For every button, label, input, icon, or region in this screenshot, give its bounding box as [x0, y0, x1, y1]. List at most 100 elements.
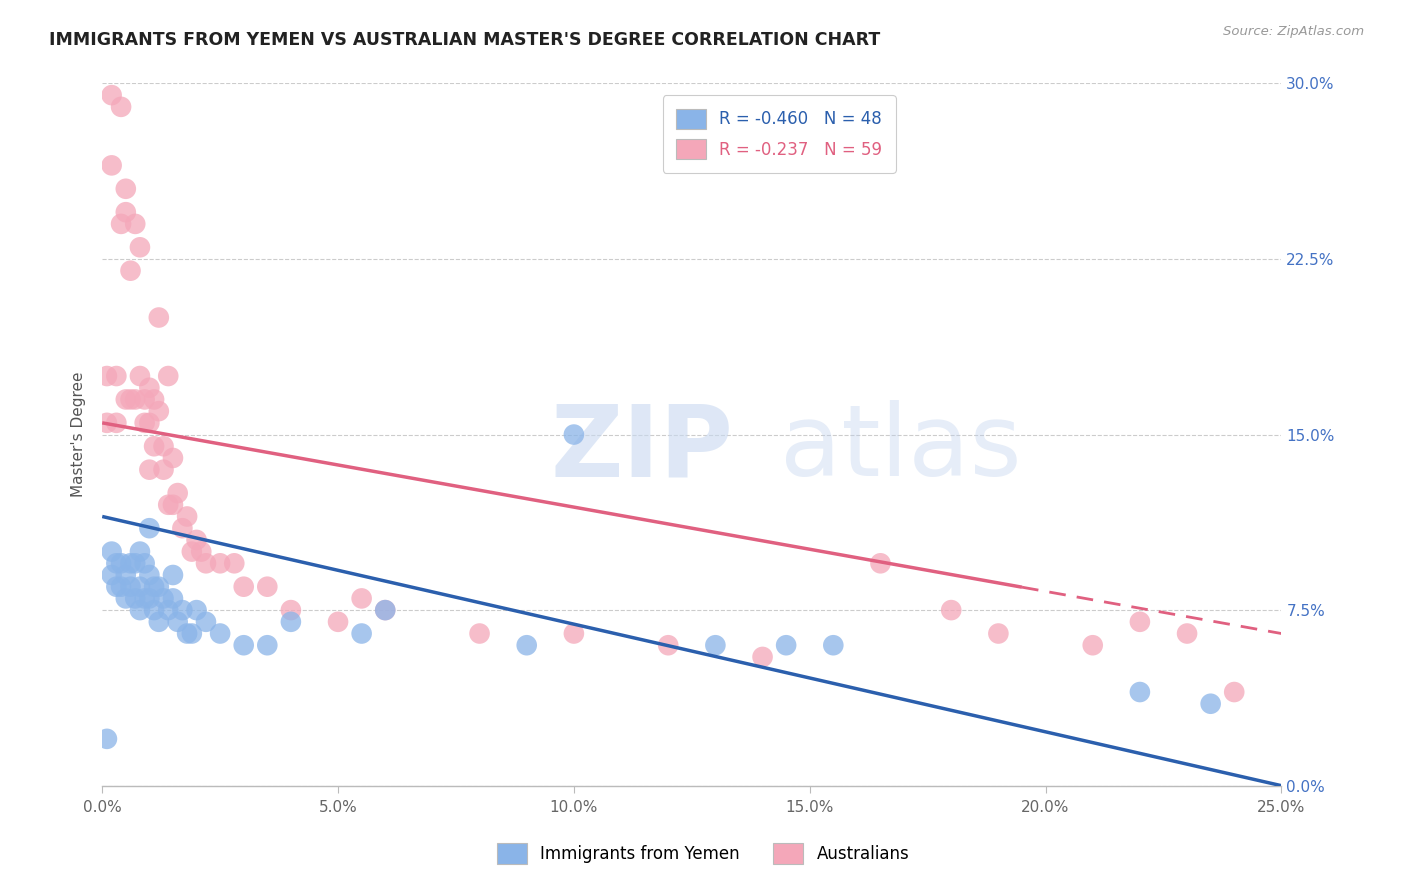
Point — [124, 392, 146, 407]
Point — [100, 544, 122, 558]
Point — [823, 638, 845, 652]
Point — [129, 603, 152, 617]
Point — [96, 369, 118, 384]
Point — [110, 556, 132, 570]
Point — [100, 568, 122, 582]
Point — [124, 556, 146, 570]
Point — [157, 498, 180, 512]
Point — [120, 580, 142, 594]
Point — [350, 591, 373, 606]
Text: ZIP: ZIP — [550, 401, 733, 497]
Point — [1081, 638, 1104, 652]
Point — [224, 556, 246, 570]
Point — [1199, 697, 1222, 711]
Point — [562, 626, 585, 640]
Point — [129, 240, 152, 254]
Point — [180, 626, 202, 640]
Point — [105, 580, 128, 594]
Point — [562, 427, 585, 442]
Point — [987, 626, 1010, 640]
Point — [105, 369, 128, 384]
Legend: Immigrants from Yemen, Australians: Immigrants from Yemen, Australians — [491, 837, 915, 871]
Point — [176, 509, 198, 524]
Point — [110, 217, 132, 231]
Point — [138, 463, 160, 477]
Point — [704, 638, 727, 652]
Point — [374, 603, 396, 617]
Point — [110, 100, 132, 114]
Point — [138, 521, 160, 535]
Point — [232, 580, 254, 594]
Point — [162, 450, 184, 465]
Point — [114, 182, 136, 196]
Point — [162, 591, 184, 606]
Point — [143, 580, 166, 594]
Point — [1223, 685, 1246, 699]
Point — [138, 416, 160, 430]
Point — [148, 580, 170, 594]
Point — [96, 731, 118, 746]
Point — [96, 416, 118, 430]
Point — [129, 580, 152, 594]
Point — [172, 521, 194, 535]
Point — [134, 416, 156, 430]
Point — [105, 64, 128, 78]
Point — [195, 615, 218, 629]
Point — [232, 638, 254, 652]
Point — [162, 568, 184, 582]
Point — [148, 404, 170, 418]
Point — [148, 310, 170, 325]
Text: IMMIGRANTS FROM YEMEN VS AUSTRALIAN MASTER'S DEGREE CORRELATION CHART: IMMIGRANTS FROM YEMEN VS AUSTRALIAN MAST… — [49, 31, 880, 49]
Text: Source: ZipAtlas.com: Source: ZipAtlas.com — [1223, 25, 1364, 38]
Point — [751, 649, 773, 664]
Point — [280, 615, 302, 629]
Point — [166, 615, 188, 629]
Point — [143, 603, 166, 617]
Point — [468, 626, 491, 640]
Point — [105, 556, 128, 570]
Point — [280, 603, 302, 617]
Point — [120, 556, 142, 570]
Point — [114, 591, 136, 606]
Point — [152, 439, 174, 453]
Point — [1129, 615, 1152, 629]
Point — [157, 603, 180, 617]
Point — [176, 626, 198, 640]
Point — [100, 158, 122, 172]
Text: atlas: atlas — [780, 401, 1022, 497]
Point — [148, 615, 170, 629]
Point — [374, 603, 396, 617]
Point — [120, 263, 142, 277]
Point — [941, 603, 963, 617]
Point — [1175, 626, 1198, 640]
Point — [134, 591, 156, 606]
Point — [162, 498, 184, 512]
Point — [157, 369, 180, 384]
Point — [114, 568, 136, 582]
Point — [124, 591, 146, 606]
Point — [869, 556, 891, 570]
Point — [256, 580, 278, 594]
Point — [143, 392, 166, 407]
Point — [190, 544, 212, 558]
Point — [516, 638, 538, 652]
Point — [129, 544, 152, 558]
Point — [1129, 685, 1152, 699]
Point — [129, 369, 152, 384]
Point — [138, 591, 160, 606]
Point — [134, 556, 156, 570]
Point — [100, 88, 122, 103]
Point — [138, 568, 160, 582]
Point — [152, 463, 174, 477]
Point — [186, 533, 208, 547]
Point — [195, 556, 218, 570]
Point — [256, 638, 278, 652]
Point — [114, 392, 136, 407]
Point — [120, 392, 142, 407]
Point — [114, 205, 136, 219]
Point — [180, 544, 202, 558]
Point — [152, 591, 174, 606]
Point — [775, 638, 797, 652]
Point — [124, 217, 146, 231]
Point — [110, 580, 132, 594]
